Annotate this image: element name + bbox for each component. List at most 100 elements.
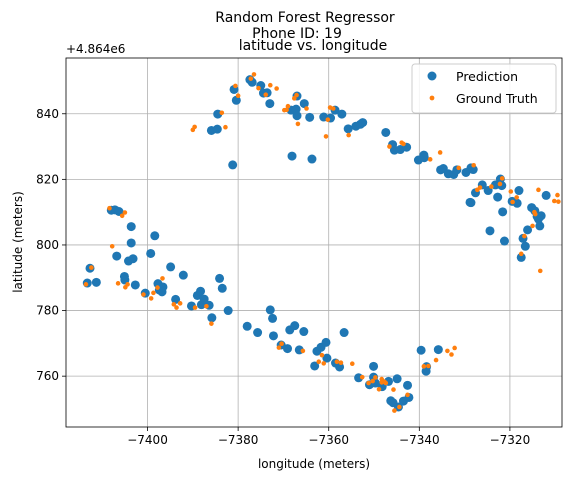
axis-ticks: −7400 −7380 −7360 −7340 −7320 760 780 800 820 840	[36, 107, 530, 447]
prediction-point	[516, 252, 526, 262]
prediction-point	[290, 321, 300, 331]
legend-marker-prediction	[427, 71, 437, 81]
ground-truth-point	[125, 282, 130, 287]
ground-truth-point	[109, 243, 115, 249]
ground-truth-point	[433, 357, 439, 363]
ground-truth-point	[522, 233, 527, 239]
prediction-point	[150, 231, 160, 241]
ground-truth-point	[219, 110, 225, 116]
ground-truth-point	[452, 345, 457, 351]
plot-title: latitude vs. longitude	[239, 38, 388, 54]
prediction-point	[231, 95, 241, 105]
ground-truth-point	[233, 83, 238, 89]
prediction-point	[392, 374, 402, 384]
prediction-point	[196, 286, 206, 296]
prediction-point	[265, 99, 275, 109]
ground-truth-point	[294, 92, 299, 98]
ground-truth-point	[510, 199, 515, 205]
ground-truth-point	[387, 144, 392, 149]
ground-truth-point	[115, 281, 121, 286]
ground-truth-point	[401, 141, 406, 147]
prediction-point	[343, 124, 353, 134]
prediction-point	[514, 186, 524, 196]
ground-truth-point	[556, 199, 561, 204]
prediction-point	[228, 160, 238, 170]
prediction-point	[541, 190, 551, 200]
prediction-point	[146, 248, 156, 258]
ground-truth-point	[304, 106, 309, 111]
ground-truth-point	[489, 184, 494, 189]
ground-truth-point	[256, 85, 261, 91]
ground-truth-point	[471, 162, 476, 168]
ground-truth-point	[204, 303, 209, 309]
prediction-point	[416, 345, 426, 355]
ground-truth-point	[83, 282, 89, 287]
y-tick-label: 780	[36, 304, 59, 318]
ground-truth-point	[267, 82, 273, 88]
prediction-point	[130, 280, 140, 290]
ground-truth-point	[499, 176, 505, 181]
ground-truth-point	[349, 361, 355, 366]
ground-truth-point	[107, 205, 112, 211]
prediction-point	[485, 226, 495, 236]
prediction-point	[166, 262, 176, 272]
prediction-point	[419, 153, 429, 163]
ground-truth-point	[338, 360, 344, 366]
prediction-point	[287, 151, 297, 161]
ground-truth-point	[421, 364, 427, 369]
ground-truth-point	[383, 380, 389, 386]
ground-truth-point	[456, 165, 462, 171]
prediction-point	[283, 344, 293, 354]
prediction-point	[207, 313, 217, 323]
ground-truth-point	[514, 195, 520, 200]
ground-truth-point	[373, 375, 378, 380]
ground-truth-point	[334, 359, 340, 365]
ground-truth-point	[155, 285, 160, 290]
ground-truth-point	[223, 124, 228, 130]
ground-truth-point	[366, 380, 371, 386]
prediction-point	[223, 306, 233, 316]
prediction-point	[268, 331, 278, 341]
ground-truth-point	[174, 305, 179, 310]
ground-truth-point	[291, 96, 297, 101]
ground-truth-point	[295, 121, 301, 127]
ground-truth-point	[248, 76, 254, 81]
ground-truth-point	[323, 134, 329, 139]
plot-area-frame	[65, 57, 563, 428]
chart-subtitle: Phone ID: 19	[252, 26, 342, 42]
ground-truth-point	[122, 210, 128, 215]
ground-truth-point	[251, 72, 257, 77]
prediction-point	[217, 283, 227, 293]
y-tick-label: 820	[36, 172, 59, 186]
legend: Prediction Ground Truth	[411, 63, 557, 114]
ground-truth-point	[530, 223, 535, 229]
ground-truth-point	[397, 404, 402, 410]
prediction-point	[493, 192, 503, 202]
prediction-point	[178, 270, 188, 280]
ground-truth-point	[537, 268, 543, 274]
x-tick-label: −7360	[308, 433, 349, 447]
x-tick-label: −7320	[490, 433, 531, 447]
ground-truth-point	[276, 345, 282, 350]
prediction-point	[292, 111, 302, 121]
ground-truth-point	[445, 348, 450, 354]
ground-truth-point	[555, 192, 560, 198]
ground-truth-point	[119, 213, 125, 219]
prediction-point	[466, 198, 476, 208]
chart-title: Random Forest Regressor	[215, 10, 395, 26]
ground-truth-point	[551, 198, 557, 204]
ground-truth-point	[148, 296, 154, 301]
ground-truth-point	[330, 106, 336, 111]
ground-truth-points	[83, 72, 561, 413]
prediction-point	[128, 254, 138, 264]
y-axis-label: latitude (meters)	[11, 191, 25, 293]
x-axis-label: longitude (meters)	[258, 457, 370, 471]
legend-marker-ground-truth	[429, 95, 435, 101]
prediction-point	[322, 353, 332, 363]
prediction-point	[305, 112, 315, 122]
ground-truth-point	[316, 359, 322, 365]
prediction-point	[499, 236, 509, 246]
ground-truth-point	[497, 181, 503, 187]
x-tick-label: −7340	[399, 433, 440, 447]
ground-truth-point	[449, 352, 454, 357]
